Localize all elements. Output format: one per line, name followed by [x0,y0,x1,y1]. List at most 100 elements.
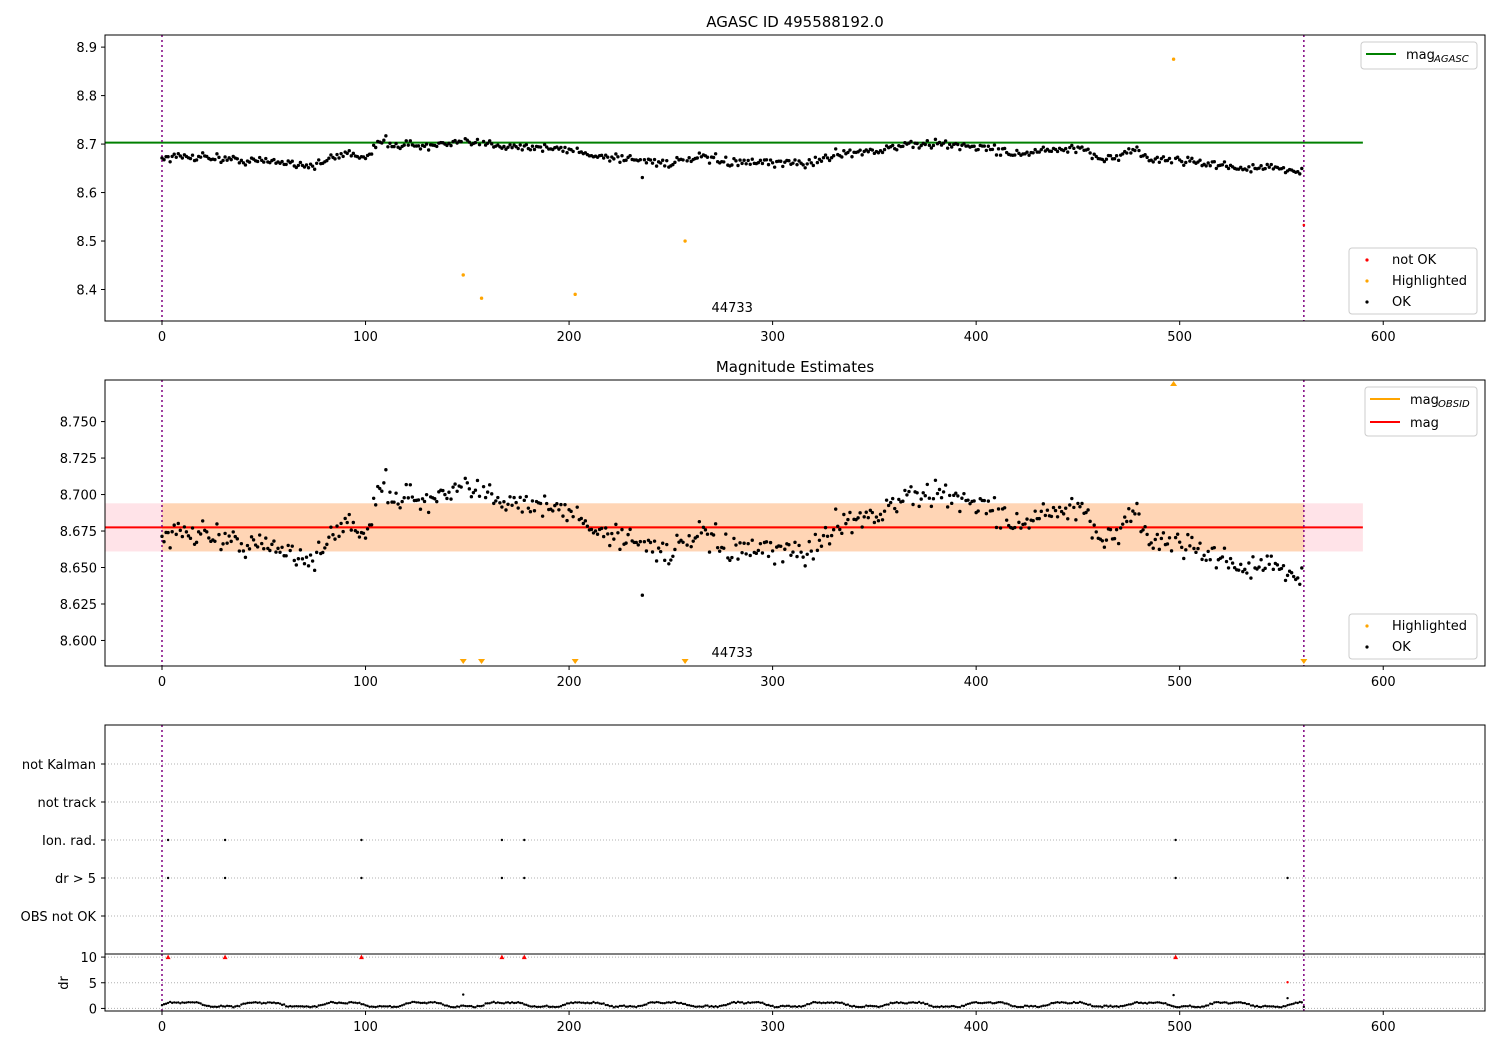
ok-point [1074,150,1078,155]
dr-point [1270,1005,1273,1008]
ok-point [392,500,396,504]
ok-point [689,544,693,549]
dr-point [327,1001,331,1005]
dr-point [702,1005,705,1008]
dr-point [384,1005,388,1008]
ok-point [290,544,294,548]
ok-point [1212,160,1216,164]
ok-point [909,139,913,144]
ok-point [890,143,895,148]
ok-point [207,536,211,540]
ok-point [1045,508,1050,512]
ok-point [1133,512,1137,516]
dr-point [816,1001,819,1004]
dr-point [1007,1003,1010,1006]
dr-point [881,1004,884,1008]
dr-point [246,1001,249,1005]
highlighted-point [461,273,465,277]
dr-point [865,1004,868,1007]
dr-point [714,1005,717,1008]
dr-point [824,1001,827,1005]
dr-point [928,1004,931,1007]
dr-point [1084,1002,1088,1006]
ok-point [893,506,897,511]
ok-point [834,147,838,151]
dr-point [337,1001,341,1004]
dr-point [181,1001,184,1004]
dr-point [396,1005,400,1008]
ok-point [956,494,960,498]
ok-point [1143,153,1147,157]
dr-point [596,1001,599,1004]
ok-point [260,541,264,546]
dr-point [372,1005,375,1009]
ok-point [770,549,775,553]
ok-point [1196,546,1200,551]
dr-point [555,1005,559,1009]
ok-point [831,154,836,158]
ok-point [327,156,331,160]
ok-point [1137,148,1141,153]
flag-label-not-track: not track [37,796,96,811]
dr-point [1253,1005,1257,1008]
dr-point [1003,1002,1006,1005]
ok-point [235,537,240,541]
ok-point [890,496,895,501]
ok-point [601,156,606,160]
dr-point [403,1003,406,1006]
ok-point [1204,164,1208,168]
dr-point [368,1005,371,1009]
dr-point [692,1004,695,1008]
ok-point [496,495,500,500]
dr-point [950,1004,953,1008]
ok-point [768,540,773,545]
dr-point [291,1005,294,1008]
dr-point [1245,1002,1249,1006]
ok-point [799,550,803,554]
ok-point [748,553,752,558]
dr-point [999,1000,1002,1004]
x-tick-label: 400 [964,675,989,690]
dr-point [757,1000,760,1004]
dr-point [565,1002,569,1005]
dr-point [681,1002,685,1006]
ok-point [736,557,740,561]
dr-clipped-marker [222,954,228,960]
dr-point [1206,1004,1210,1007]
ok-point [811,163,816,168]
dr-point [354,1001,357,1004]
ok-point [984,511,989,516]
dr-point [746,1001,750,1004]
ok-point [325,158,329,163]
ok-point [235,157,240,161]
ok-point [369,523,374,527]
ok-point [919,143,923,148]
ok-point [958,147,962,152]
ok-point [846,150,850,155]
ok-point [1263,166,1267,171]
ok-point [779,159,783,163]
ok-point [196,530,201,534]
dr-point [840,1001,844,1004]
dr-point [645,1003,648,1006]
ok-point [880,150,885,155]
ok-point [658,549,663,554]
ok-point [217,532,221,537]
dr-point [1284,1005,1287,1008]
ok-point [225,158,229,162]
ok-point [1015,148,1019,153]
ok-point [897,497,901,502]
ok-point [850,531,854,535]
y-tick-label: 0 [89,1002,97,1017]
ok-point [449,497,453,501]
ok-point [923,494,927,498]
ok-point [463,476,467,481]
ok-point [380,141,384,145]
dr-point [413,1000,416,1004]
ok-point [371,496,376,500]
ok-point [422,144,427,149]
dr-point [976,1001,980,1005]
dr-point [1152,1001,1155,1005]
ok-point [485,141,490,145]
dr-point [753,1001,756,1004]
